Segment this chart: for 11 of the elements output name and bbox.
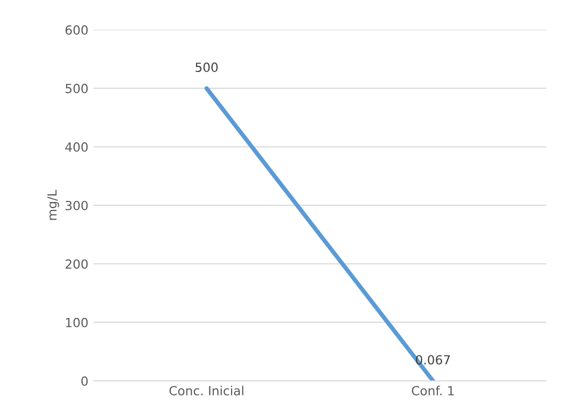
x-tick-label: Conf. 1	[412, 386, 454, 396]
data-label: 500	[196, 62, 218, 72]
y-tick-label: 300	[66, 200, 88, 210]
y-tick-label: 100	[66, 318, 88, 328]
y-tick-label: 600	[66, 25, 88, 35]
x-tick-label: Conc. Inicial	[169, 386, 244, 396]
y-tick-label: 0	[81, 376, 88, 386]
y-axis-title: mg/L	[47, 190, 60, 220]
y-tick-label: 500	[66, 84, 88, 94]
y-tick-label: 400	[65, 142, 88, 152]
y-tick-label: 200	[66, 259, 88, 269]
